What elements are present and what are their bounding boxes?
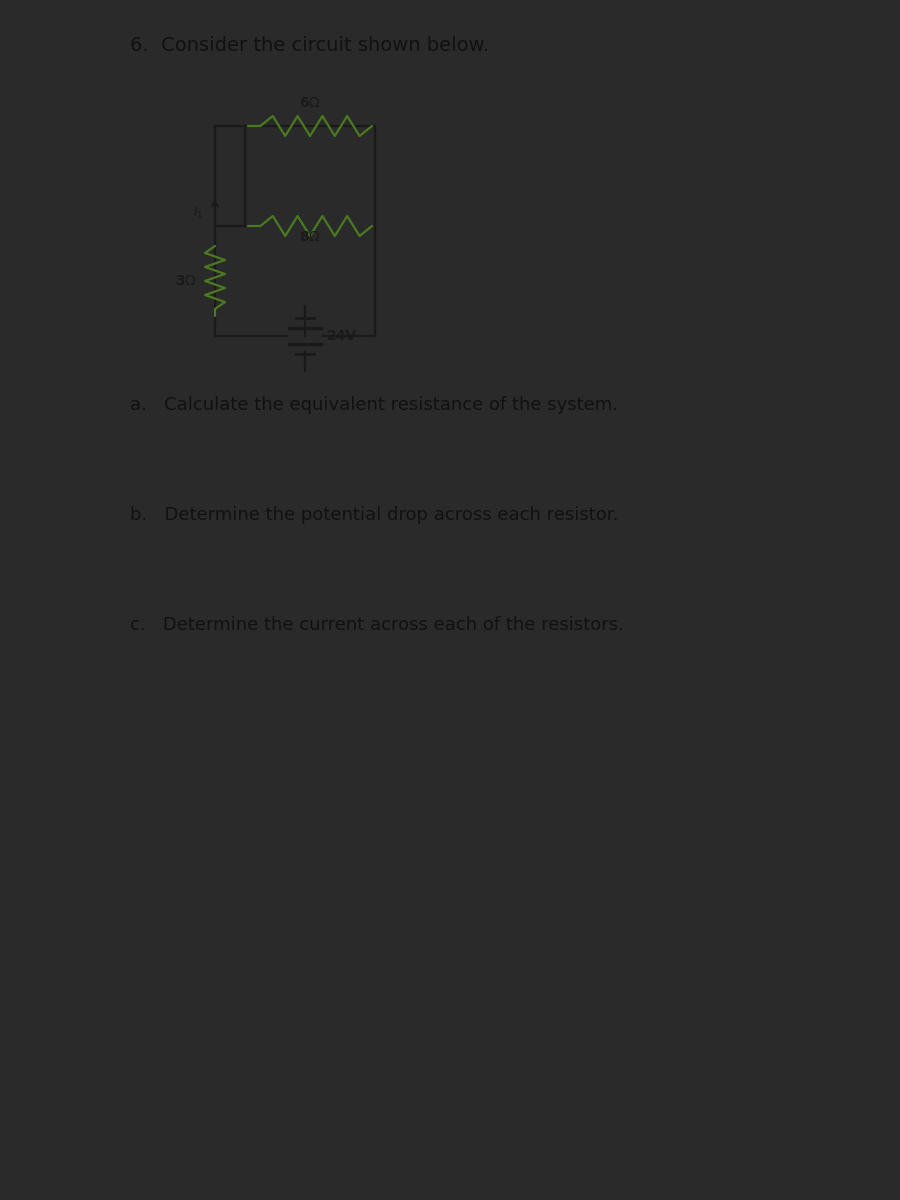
Text: 3$\Omega$: 3$\Omega$: [176, 274, 197, 288]
Text: c.   Determine the current across each of the resistors.: c. Determine the current across each of …: [130, 616, 624, 634]
Text: 8$\Omega$: 8$\Omega$: [299, 230, 321, 244]
Text: $I_1$: $I_1$: [193, 206, 203, 221]
Text: a.   Calculate the equivalent resistance of the system.: a. Calculate the equivalent resistance o…: [130, 396, 618, 414]
Text: 6$\Omega$: 6$\Omega$: [299, 96, 321, 110]
Text: 6.  Consider the circuit shown below.: 6. Consider the circuit shown below.: [130, 36, 489, 55]
Text: b.   Determine the potential drop across each resistor.: b. Determine the potential drop across e…: [130, 506, 618, 524]
Text: 24V: 24V: [327, 329, 357, 343]
